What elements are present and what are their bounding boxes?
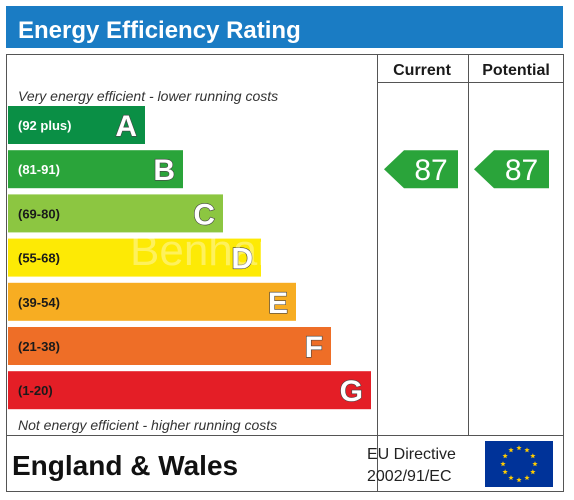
eu-star-icon (530, 469, 536, 475)
band-range-c: (69-80) (18, 206, 60, 221)
band-range-a: (92 plus) (18, 118, 71, 133)
column-header-potential: Potential (482, 62, 550, 79)
eu-star-icon (524, 447, 530, 453)
watermark: Benham (130, 226, 294, 275)
band-bar-c (8, 194, 223, 233)
eu-star-icon (500, 461, 506, 467)
current-score-value: 87 (414, 154, 447, 187)
chart-title: Energy Efficiency Rating (18, 17, 301, 44)
band-letter-a: A (115, 110, 137, 143)
eu-star-icon (516, 477, 522, 483)
band-range-f: (21-38) (18, 339, 60, 354)
directive-line-1: EU Directive (367, 446, 456, 463)
band-letter-d: D (231, 243, 253, 276)
eu-star-icon (524, 475, 530, 481)
eu-star-icon (508, 475, 514, 481)
band-letter-g: G (340, 375, 363, 408)
eu-star-icon (516, 445, 522, 451)
band-range-b: (81-91) (18, 162, 60, 177)
current-score-arrow (384, 150, 458, 189)
directive-line-2: 2002/91/EC (367, 468, 452, 485)
eu-star-icon (532, 461, 538, 467)
band-bar-d (8, 238, 261, 277)
rating-bands: (92 plus) A (81-91) B (69-80) C (55-68) D (39-54… (8, 106, 371, 410)
top-note: Very energy efficient - lower running co… (18, 88, 278, 104)
potential-score-arrow (474, 150, 549, 189)
band-bar-b (8, 150, 183, 189)
band-range-d: (55-68) (18, 251, 60, 266)
band-letter-b: B (153, 154, 175, 187)
band-bar-f (8, 327, 331, 365)
band-range-e: (39-54) (18, 295, 60, 310)
eu-flag-icon (485, 441, 553, 487)
eu-star-icon (508, 447, 514, 453)
bottom-note: Not energy efficient - higher running co… (18, 417, 277, 433)
band-range-g: (1-20) (18, 383, 53, 398)
band-letter-f: F (305, 331, 323, 364)
column-header-current: Current (393, 62, 451, 79)
band-bar-g (8, 371, 371, 410)
band-bar-a (8, 106, 145, 144)
band-bar-e (8, 282, 296, 321)
eu-star-icon (530, 453, 536, 459)
band-letter-c: C (193, 198, 215, 231)
score-arrows: 87 87 (384, 150, 549, 189)
region-label: England & Wales (12, 450, 238, 481)
band-letter-e: E (268, 287, 288, 320)
footer-frame (6, 435, 564, 492)
title-bar (6, 6, 563, 48)
eu-star-icon (502, 453, 508, 459)
eu-star-icon (502, 469, 508, 475)
potential-score-value: 87 (505, 154, 538, 187)
